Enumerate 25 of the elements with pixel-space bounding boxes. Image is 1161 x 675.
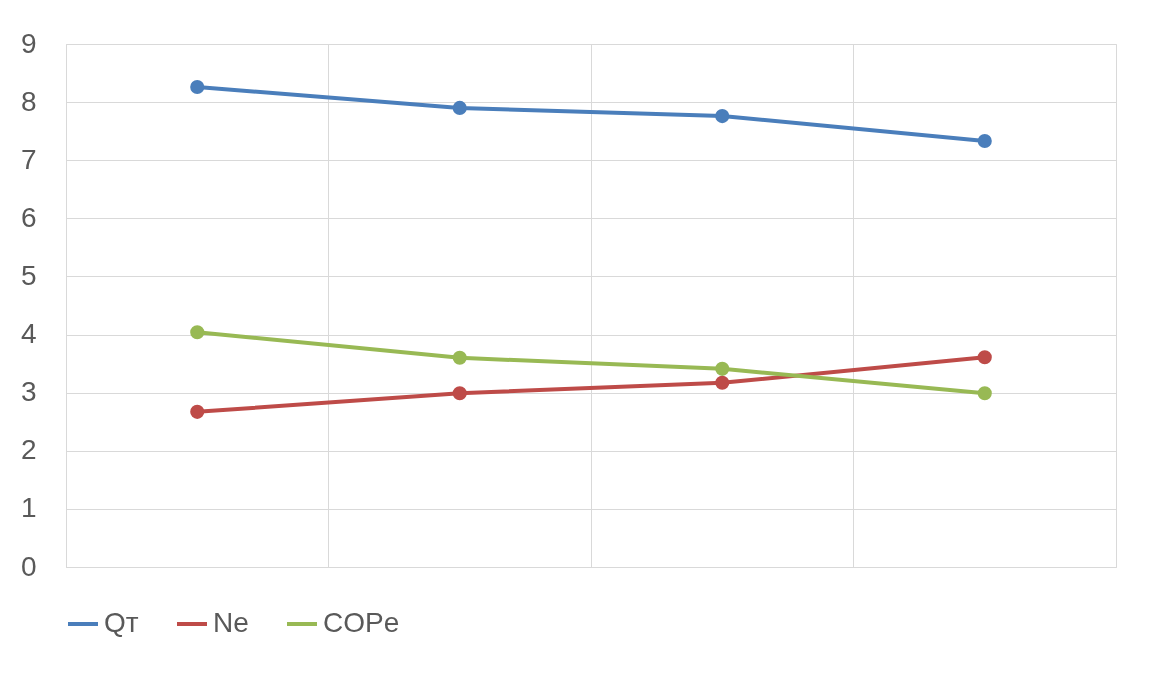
y-tick-label: 6 — [20, 201, 37, 233]
y-tick-label: 9 — [20, 27, 37, 59]
legend-label: Ne — [213, 607, 249, 638]
point — [977, 386, 992, 401]
y-tick-label: 0 — [20, 550, 37, 582]
point — [452, 100, 467, 115]
legend-label: Qт — [104, 607, 139, 638]
y-tick-label: 5 — [20, 259, 37, 291]
y-tick-label: 4 — [20, 318, 37, 350]
point — [715, 375, 730, 390]
point — [715, 361, 730, 376]
point — [977, 133, 992, 149]
point — [977, 350, 992, 365]
y-tick-label: 8 — [20, 85, 37, 117]
point — [190, 79, 205, 95]
y-tick-label: 7 — [20, 143, 37, 175]
y-tick-label: 3 — [20, 376, 37, 408]
point — [190, 325, 205, 340]
legend-label: COPe — [323, 607, 400, 638]
point — [715, 109, 730, 124]
y-tick-label: 2 — [20, 434, 37, 466]
y-tick-label: 1 — [20, 492, 37, 524]
point — [190, 404, 205, 419]
point — [452, 350, 467, 365]
point — [452, 386, 467, 401]
